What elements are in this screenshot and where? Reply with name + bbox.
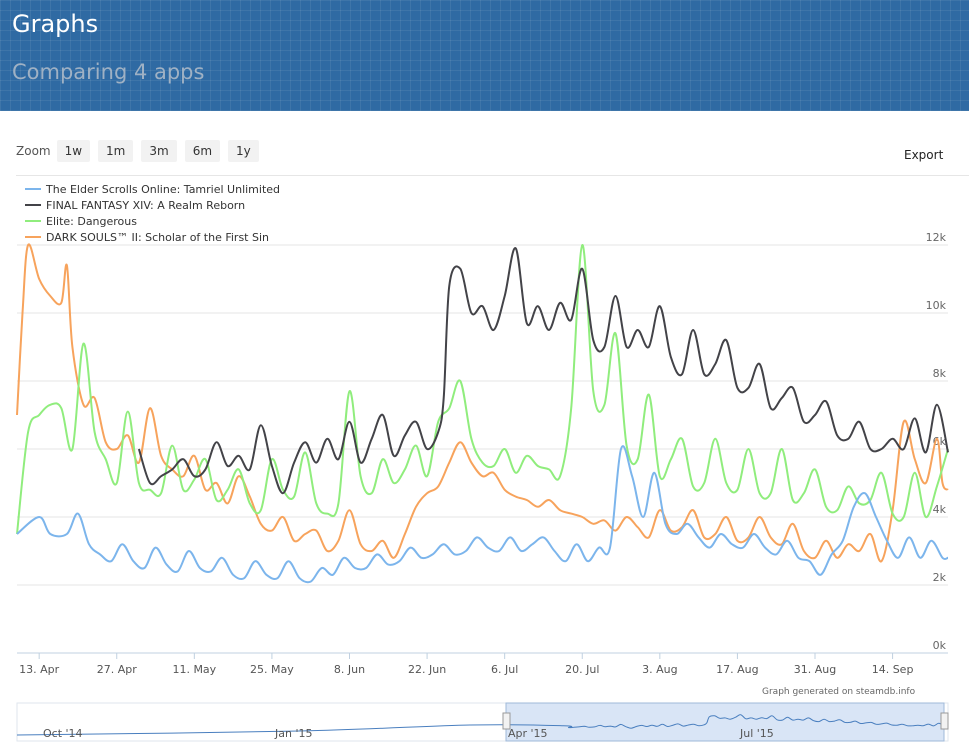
page-title: Graphs [12, 10, 99, 38]
page-header: Graphs Comparing 4 apps [0, 0, 969, 111]
zoom-controls: Zoom 1w 1m 3m 6m 1y [16, 140, 267, 162]
navigator-handle[interactable] [940, 712, 949, 730]
zoom-1m-button[interactable]: 1m [98, 140, 134, 162]
y-tick-label: 10k [926, 299, 947, 312]
series-line [16, 243, 949, 535]
navigator-line [16, 714, 945, 736]
series-line [16, 243, 949, 563]
x-tick-label: 14. Sep [872, 663, 914, 676]
legend-item[interactable]: The Elder Scrolls Online: Tamriel Unlimi… [45, 183, 280, 196]
legend-item[interactable]: DARK SOULS™ II: Scholar of the First Sin [46, 231, 269, 244]
legend-item[interactable]: Elite: Dangerous [46, 215, 137, 228]
series-line [137, 247, 949, 495]
zoom-1w-button[interactable]: 1w [56, 140, 91, 162]
series-line [16, 445, 949, 584]
divider [16, 175, 969, 176]
x-tick-label: 27. Apr [97, 663, 137, 676]
zoom-1y-button[interactable]: 1y [228, 140, 259, 162]
legend-item[interactable]: FINAL FANTASY XIV: A Realm Reborn [46, 199, 245, 212]
y-tick-label: 12k [926, 231, 947, 244]
y-tick-label: 8k [933, 367, 947, 380]
y-tick-label: 2k [933, 571, 947, 584]
navigator-label: Apr '15 [508, 727, 548, 740]
x-tick-label: 3. Aug [642, 663, 677, 676]
zoom-label: Zoom [16, 144, 51, 158]
x-tick-label: 25. May [250, 663, 294, 676]
x-tick-label: 22. Jun [408, 663, 446, 676]
navigator-label: Jul '15 [739, 727, 774, 740]
x-tick-label: 13. Apr [19, 663, 59, 676]
x-tick-label: 11. May [172, 663, 216, 676]
x-tick-label: 31. Aug [794, 663, 836, 676]
zoom-6m-button[interactable]: 6m [184, 140, 221, 162]
navigator-handle[interactable] [502, 712, 511, 730]
page-subtitle: Comparing 4 apps [12, 60, 205, 84]
navigator-selection[interactable] [505, 702, 945, 742]
navigator-label: Oct '14 [43, 727, 83, 740]
y-tick-label: 0k [933, 639, 947, 652]
export-button[interactable]: Export [904, 148, 944, 162]
zoom-3m-button[interactable]: 3m [141, 140, 177, 162]
x-tick-label: 17. Aug [716, 663, 758, 676]
x-tick-label: 8. Jun [334, 663, 365, 676]
navigator-label: Jan '15 [274, 727, 312, 740]
x-tick-label: 20. Jul [565, 663, 599, 676]
x-tick-label: 6. Jul [491, 663, 518, 676]
navigator-frame [16, 702, 949, 742]
y-tick-label: 4k [933, 503, 947, 516]
attribution-note: Graph generated on steamdb.info [762, 687, 916, 697]
